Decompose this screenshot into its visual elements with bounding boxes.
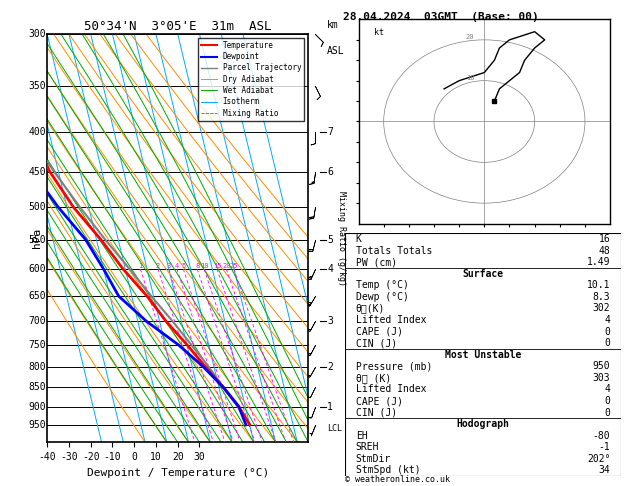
Text: Dewp (°C): Dewp (°C) — [356, 292, 409, 302]
Text: CAPE (J): CAPE (J) — [356, 327, 403, 337]
Text: Lifted Index: Lifted Index — [356, 315, 426, 325]
Text: 550: 550 — [28, 235, 46, 244]
Text: 10: 10 — [200, 263, 208, 269]
Text: 1.49: 1.49 — [587, 257, 610, 267]
Text: 20: 20 — [222, 263, 231, 269]
Text: 3: 3 — [167, 263, 171, 269]
Text: θᴇ (K): θᴇ (K) — [356, 373, 391, 383]
Text: 750: 750 — [28, 340, 46, 350]
Text: Mixing Ratio (g/kg): Mixing Ratio (g/kg) — [337, 191, 345, 286]
Text: -80: -80 — [593, 431, 610, 441]
Text: StmDir: StmDir — [356, 454, 391, 464]
Text: 25: 25 — [230, 263, 238, 269]
Text: 8.3: 8.3 — [593, 292, 610, 302]
Text: 700: 700 — [28, 316, 46, 326]
Text: 4: 4 — [327, 264, 333, 274]
Text: 302: 302 — [593, 303, 610, 313]
Text: 34: 34 — [599, 466, 610, 475]
Text: 6: 6 — [327, 167, 333, 176]
Text: 4: 4 — [604, 384, 610, 395]
Text: 202°: 202° — [587, 454, 610, 464]
Text: 0: 0 — [604, 396, 610, 406]
Text: 8: 8 — [195, 263, 199, 269]
Text: 15: 15 — [213, 263, 221, 269]
Text: 0: 0 — [604, 408, 610, 417]
Text: 303: 303 — [593, 373, 610, 383]
Text: CAPE (J): CAPE (J) — [356, 396, 403, 406]
Text: 1: 1 — [138, 263, 143, 269]
Text: 800: 800 — [28, 362, 46, 372]
Text: CIN (J): CIN (J) — [356, 338, 397, 348]
Text: 650: 650 — [28, 291, 46, 301]
Text: 500: 500 — [28, 202, 46, 212]
Y-axis label: hPa: hPa — [31, 228, 42, 248]
Text: 48: 48 — [599, 245, 610, 256]
Text: Most Unstable: Most Unstable — [445, 350, 521, 360]
Text: 7: 7 — [327, 126, 333, 137]
Text: 5: 5 — [181, 263, 186, 269]
Text: 10: 10 — [465, 75, 474, 81]
Text: Totals Totals: Totals Totals — [356, 245, 432, 256]
Text: 4: 4 — [175, 263, 179, 269]
Text: km: km — [327, 20, 339, 30]
Text: kt: kt — [374, 28, 384, 36]
Text: 10.1: 10.1 — [587, 280, 610, 290]
Text: Lifted Index: Lifted Index — [356, 384, 426, 395]
Text: ASL: ASL — [327, 46, 345, 56]
Text: -1: -1 — [599, 442, 610, 452]
Text: 850: 850 — [28, 382, 46, 392]
Text: SREH: SREH — [356, 442, 379, 452]
Text: Temp (°C): Temp (°C) — [356, 280, 409, 290]
Text: Hodograph: Hodograph — [457, 419, 509, 429]
Text: 0: 0 — [604, 327, 610, 337]
Legend: Temperature, Dewpoint, Parcel Trajectory, Dry Adiabat, Wet Adiabat, Isotherm, Mi: Temperature, Dewpoint, Parcel Trajectory… — [198, 38, 304, 121]
Text: 300: 300 — [28, 29, 46, 39]
Text: 16: 16 — [599, 234, 610, 244]
Text: CIN (J): CIN (J) — [356, 408, 397, 417]
Text: 0: 0 — [604, 338, 610, 348]
X-axis label: Dewpoint / Temperature (°C): Dewpoint / Temperature (°C) — [87, 468, 269, 478]
Text: 400: 400 — [28, 126, 46, 137]
Text: StmSpd (kt): StmSpd (kt) — [356, 466, 420, 475]
Text: 950: 950 — [28, 420, 46, 430]
Text: LCL: LCL — [327, 424, 342, 433]
Text: 5: 5 — [327, 235, 333, 244]
Text: © weatheronline.co.uk: © weatheronline.co.uk — [345, 474, 450, 484]
Text: 20: 20 — [465, 34, 474, 40]
Text: K: K — [356, 234, 362, 244]
Text: θᴇ(K): θᴇ(K) — [356, 303, 385, 313]
Text: 4: 4 — [604, 315, 610, 325]
Text: PW (cm): PW (cm) — [356, 257, 397, 267]
Text: 900: 900 — [28, 401, 46, 412]
Text: 950: 950 — [593, 362, 610, 371]
Text: Surface: Surface — [462, 269, 504, 279]
Text: 1: 1 — [327, 401, 333, 412]
Text: 2: 2 — [327, 362, 333, 372]
Title: 50°34'N  3°05'E  31m  ASL: 50°34'N 3°05'E 31m ASL — [84, 20, 272, 33]
Text: EH: EH — [356, 431, 367, 441]
Text: 350: 350 — [28, 81, 46, 91]
Text: 450: 450 — [28, 167, 46, 176]
Text: Pressure (mb): Pressure (mb) — [356, 362, 432, 371]
Text: 28.04.2024  03GMT  (Base: 00): 28.04.2024 03GMT (Base: 00) — [343, 12, 538, 22]
Text: 2: 2 — [156, 263, 160, 269]
Text: 600: 600 — [28, 264, 46, 274]
Text: 3: 3 — [327, 316, 333, 326]
